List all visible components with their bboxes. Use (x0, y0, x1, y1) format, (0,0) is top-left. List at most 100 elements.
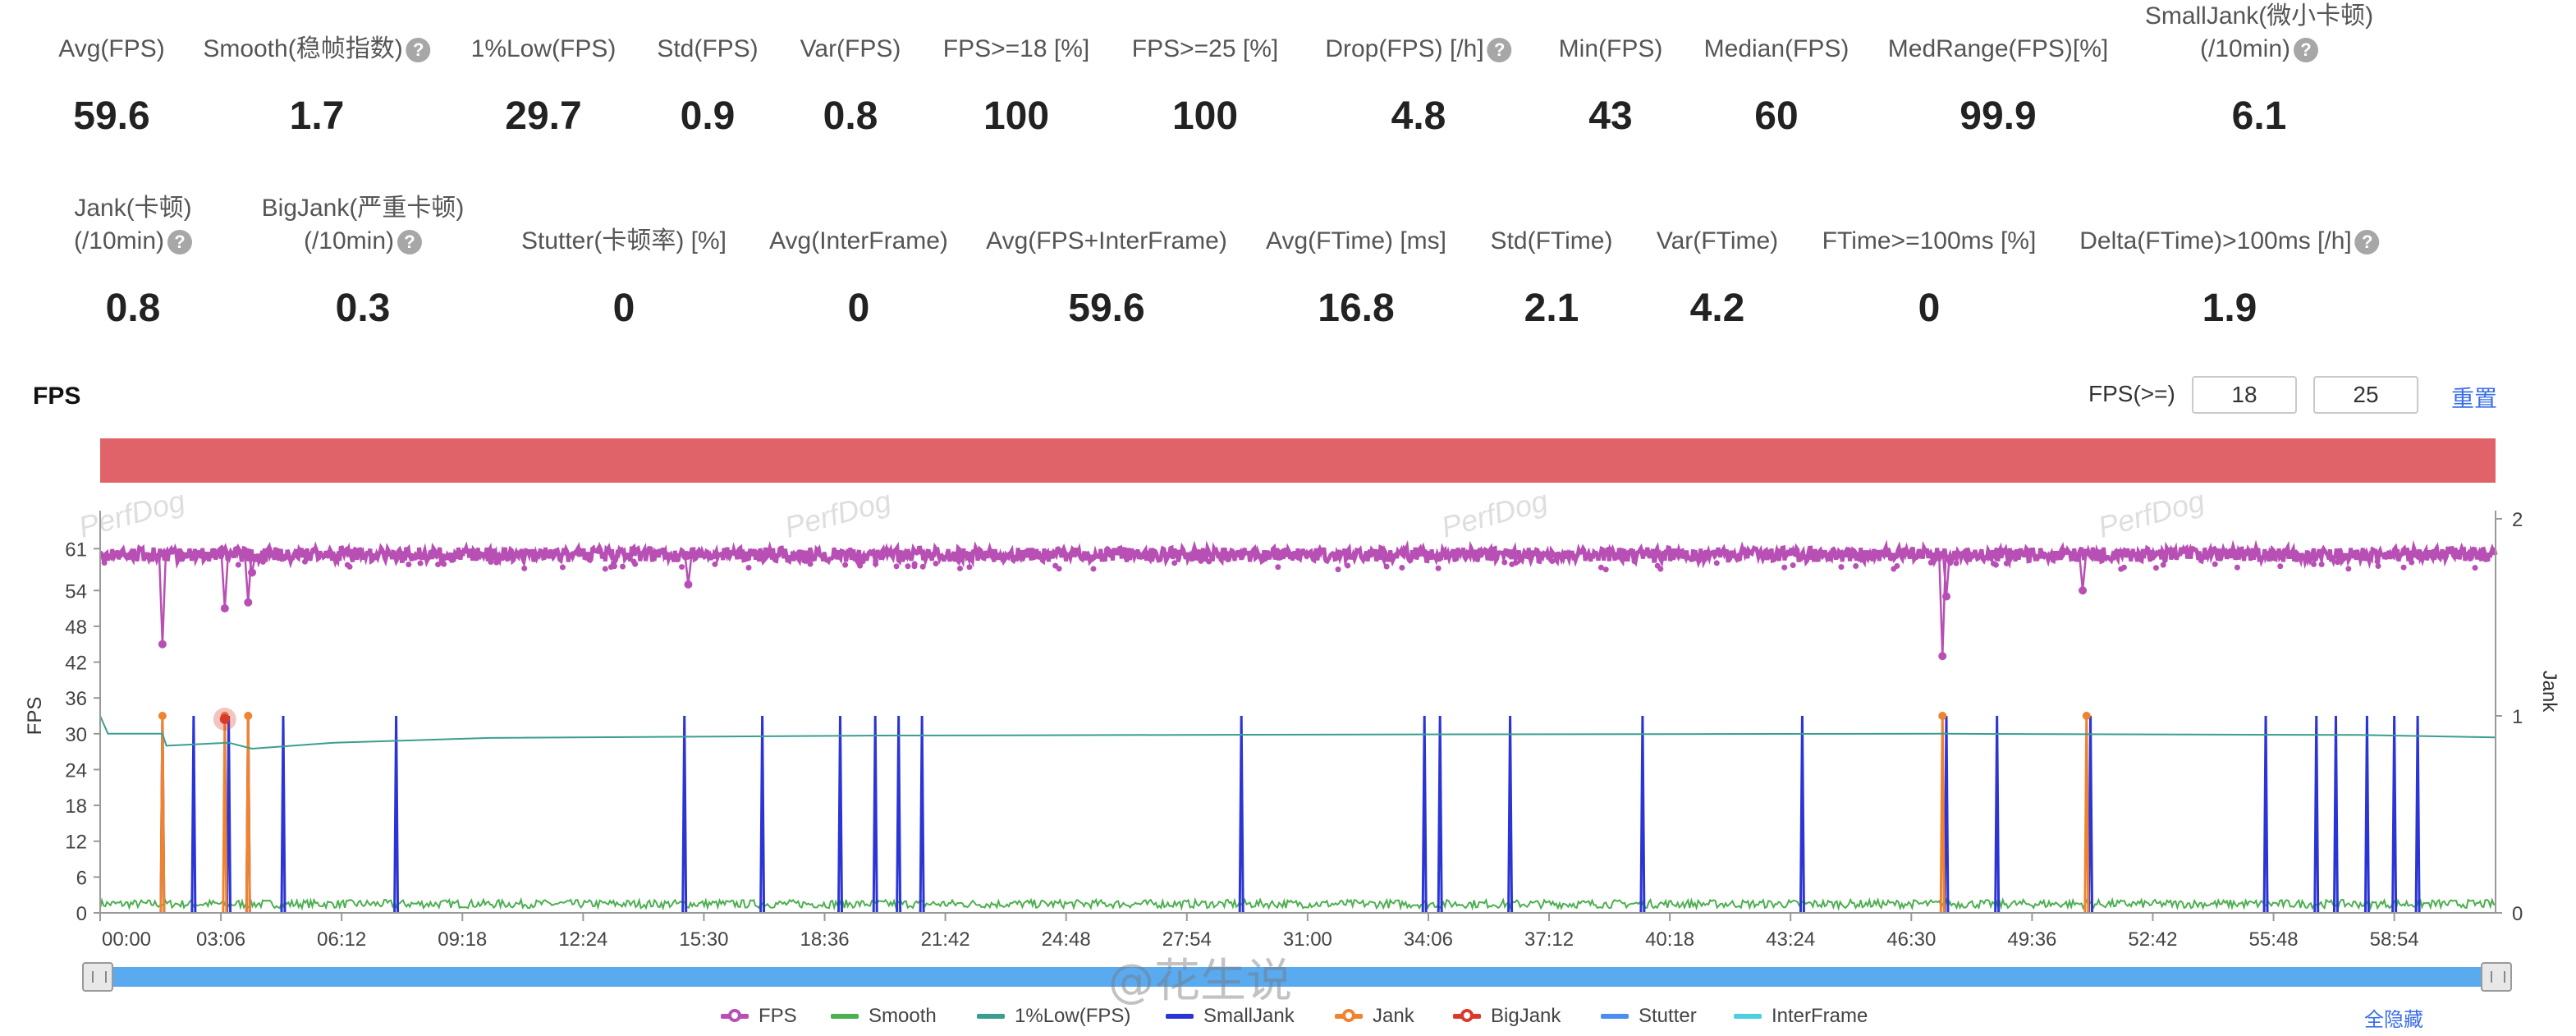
fps-point (417, 560, 424, 566)
fps-point (919, 563, 926, 570)
help-icon[interactable]: ? (167, 230, 193, 255)
legend-item-stutter[interactable]: Stutter (1601, 1003, 1697, 1029)
fps-point (435, 562, 442, 568)
small-jank-spike (1639, 715, 1646, 914)
fps-drop-point (220, 604, 229, 613)
fps-point (1992, 562, 1999, 568)
y-tick-label: 36 (65, 688, 87, 710)
stat-label: SmallJank(微小卡顿) (2144, 2, 2374, 30)
legend-item-1-low-fps-[interactable]: 1%Low(FPS) (977, 1003, 1130, 1029)
slider-handle-right[interactable] (2481, 962, 2512, 992)
help-icon[interactable]: ? (2354, 230, 2380, 255)
y-tick-label: 30 (65, 724, 87, 746)
stat-value: 0 (612, 287, 635, 330)
stat-label: Smooth(稳帧指数) (203, 35, 403, 62)
stat-value: 29.7 (505, 94, 582, 138)
stat-value: 59.6 (73, 94, 150, 138)
help-icon[interactable]: ? (1487, 38, 1512, 63)
fps-point (2375, 563, 2381, 570)
fps-point (1597, 564, 1604, 571)
stat-value: 6.1 (2231, 94, 2287, 138)
stat-label: Avg(FPS) (58, 35, 165, 62)
reset-button[interactable]: 重置 (2451, 386, 2498, 411)
y-tick-label: 54 (65, 580, 87, 603)
small-jank-spike (919, 715, 925, 914)
legend-swatch-icon (831, 1014, 859, 1019)
fps-point (344, 562, 351, 568)
slider-track[interactable] (99, 967, 2496, 987)
stat-label: FPS>=18 [%] (942, 35, 1090, 62)
x-tick-label: 58:54 (2370, 928, 2419, 951)
fps-point (101, 560, 108, 566)
help-icon[interactable]: ? (397, 230, 423, 255)
legend-item-bigjank[interactable]: BigJank (1453, 1003, 1561, 1029)
fps-point (2234, 564, 2240, 571)
small-jank-spike (1437, 715, 1443, 914)
fps-threshold-label: FPS(>=) (2088, 381, 2175, 406)
stat-label: Avg(FTime) [ms] (1265, 227, 1447, 254)
fps-point (679, 564, 685, 571)
fps-threshold-high-input[interactable] (2313, 376, 2418, 414)
jank-point (1938, 712, 1947, 720)
fps-point (602, 566, 608, 572)
fps-point (2345, 566, 2352, 572)
fps-point (2311, 561, 2317, 567)
x-tick-label: 00:00 (102, 928, 151, 951)
small-jank-spike (681, 715, 688, 914)
fps-point (956, 565, 963, 571)
y-tick-label: 6 (76, 867, 87, 889)
fps-threshold-band (100, 438, 2496, 483)
time-range-slider[interactable] (82, 962, 2512, 992)
small-jank-spike (872, 715, 878, 914)
fps-drop-point (2079, 586, 2088, 595)
fps-threshold-low-input[interactable] (2192, 376, 2297, 414)
stat-value: 43 (1588, 94, 1633, 138)
small-jank-spike (2363, 715, 2370, 914)
hide-all-button[interactable]: 全隐藏 (2364, 1009, 2423, 1031)
fps-point (1853, 562, 1859, 569)
x-tick-label: 46:30 (1886, 928, 1936, 951)
fps-drop (158, 554, 167, 644)
jank-spike (2083, 715, 2090, 914)
x-tick-label: 37:12 (1524, 928, 1574, 951)
fps-point (1206, 558, 1212, 565)
stat-value: 59.6 (1068, 287, 1145, 330)
legend-item-smalljank[interactable]: SmallJank (1166, 1003, 1295, 1029)
stat-label: Std(FTime) (1490, 227, 1613, 254)
stat-label: MedRange(FPS)[%] (1887, 35, 2109, 62)
legend-label: SmallJank (1203, 1005, 1295, 1027)
stat-label: Min(FPS) (1558, 35, 1663, 62)
jank-spike (245, 715, 251, 914)
legend-item-jank[interactable]: Jank (1335, 1003, 1414, 1029)
small-jank-spike (1421, 715, 1428, 914)
fps-point (2118, 566, 2125, 572)
small-jank-spike (1238, 715, 1244, 914)
small-jank-spike (226, 715, 232, 914)
fps-point (406, 562, 412, 568)
x-tick-label: 52:42 (2128, 928, 2177, 951)
help-icon[interactable]: ? (406, 38, 431, 63)
legend-item-interframe[interactable]: InterFrame (1734, 1003, 1868, 1029)
legend-swatch-icon (1453, 1009, 1481, 1022)
legend-item-smooth[interactable]: Smooth (831, 1003, 937, 1029)
legend-item-fps[interactable]: FPS (721, 1003, 797, 1029)
slider-handle-left[interactable] (82, 962, 113, 992)
stat-label: Std(FPS) (657, 35, 759, 62)
small-jank-spike (759, 715, 766, 914)
fps-point (607, 564, 614, 571)
stat-value: 1.7 (289, 94, 345, 138)
fps-drop-point (684, 580, 693, 589)
fps-point (1435, 565, 1442, 571)
x-tick-label: 27:54 (1162, 928, 1212, 951)
fps-point (2212, 561, 2218, 567)
stat-value: 0.9 (680, 94, 736, 138)
small-jank-spike (393, 715, 400, 914)
stat-value: 0.8 (823, 94, 878, 138)
legend-label: FPS (759, 1005, 797, 1027)
fps-point (712, 561, 718, 567)
jank-point (158, 712, 167, 720)
fps-point (488, 558, 494, 565)
help-icon[interactable]: ? (2294, 38, 2319, 63)
